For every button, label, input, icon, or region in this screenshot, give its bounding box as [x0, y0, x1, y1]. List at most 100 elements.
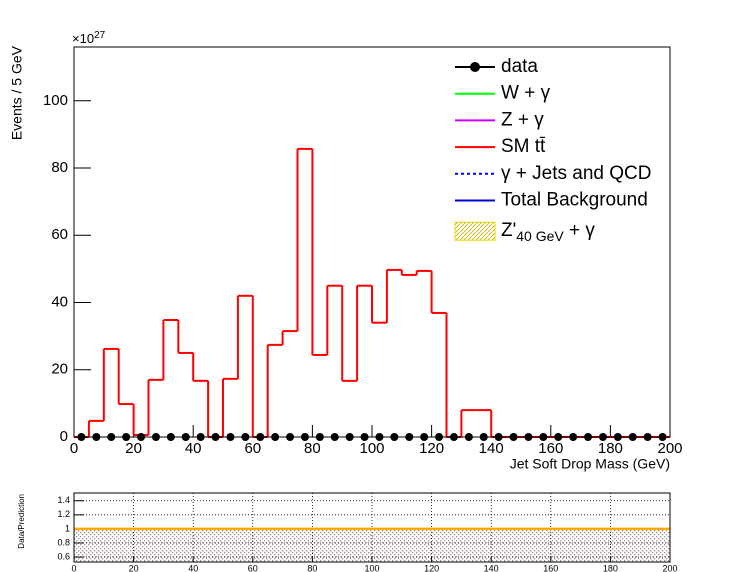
data-point	[166, 433, 175, 441]
legend-label: Z'40 GeV + γ	[501, 220, 595, 244]
data-point	[539, 433, 548, 441]
data-point	[360, 433, 369, 441]
x-tick-label: 160	[538, 440, 563, 457]
ratio-frame	[73, 492, 671, 563]
data-point	[226, 433, 235, 441]
legend-label-tail: + γ	[564, 220, 596, 241]
x-tick-label: 180	[598, 440, 623, 457]
x-tick-label: 0	[71, 563, 76, 572]
legend-label: γ + Jets and QCD	[501, 163, 651, 184]
data-point	[122, 433, 131, 441]
x-tick-label: 40	[185, 440, 202, 457]
x-tick-label: 160	[543, 563, 558, 572]
legend-label: Z + γ	[501, 109, 544, 130]
legend-label: SM tt̄	[501, 136, 546, 157]
data-point	[613, 433, 622, 441]
data-point	[494, 433, 503, 441]
data-point	[598, 433, 607, 441]
x-tick-label: 80	[307, 563, 317, 572]
data-point	[405, 433, 414, 441]
data-point	[300, 433, 309, 441]
x-tick-label: 120	[424, 563, 439, 572]
data-point	[330, 433, 339, 441]
data-point	[241, 433, 250, 441]
legend-swatch	[454, 221, 496, 241]
legend-entry: W + γ	[455, 83, 551, 104]
y-tick-label: 20	[51, 361, 68, 378]
data-point	[554, 433, 563, 441]
y-tick-label: 1.2	[57, 509, 70, 519]
x-tick-label: 60	[248, 563, 258, 572]
x-tick-label: 100	[359, 440, 384, 457]
data-point	[256, 433, 265, 441]
y-tick-label: 60	[51, 226, 68, 243]
legend-label: data	[501, 56, 538, 77]
data-point	[77, 433, 86, 441]
data-point	[479, 433, 488, 441]
x-tick-label: 200	[657, 440, 682, 457]
data-point	[286, 433, 295, 441]
x-tick-label: 20	[125, 440, 142, 457]
x-tick-label: 0	[70, 440, 78, 457]
data-point	[92, 433, 101, 441]
multiplier-exponent: 27	[94, 30, 106, 41]
y-tick-label: 1	[65, 523, 70, 533]
x-tick-label: 200	[662, 563, 677, 572]
data-point	[375, 433, 384, 441]
y-axis-label: Data/Prediction	[17, 494, 26, 549]
y-tick-label: 0.6	[57, 551, 70, 561]
y-axis-label: Events / 5 GeV	[9, 45, 25, 140]
data-point	[137, 433, 146, 441]
data-point	[435, 433, 444, 441]
legend-label-text: Z + γ	[501, 109, 544, 130]
data-point	[211, 433, 220, 441]
data-point	[449, 433, 458, 441]
y-tick-label: 1.4	[57, 495, 70, 505]
legend-entry: γ + Jets and QCD	[455, 163, 651, 184]
legend-label: W + γ	[501, 83, 551, 104]
data-point	[315, 433, 324, 441]
data-point	[181, 433, 190, 441]
x-tick-label: 180	[603, 563, 618, 572]
x-tick-label: 60	[244, 440, 261, 457]
y-tick-label: 0	[60, 428, 68, 445]
data-point	[509, 433, 518, 441]
data-point	[107, 433, 116, 441]
legend-label-text: Total Background	[501, 190, 648, 211]
data-point	[643, 433, 652, 441]
legend-label-text: γ + Jets and QCD	[501, 163, 651, 184]
legend-label-subscript: 40 GeV	[516, 228, 564, 244]
legend-entry: data	[455, 56, 538, 77]
legend-entry: Z + γ	[455, 109, 544, 130]
data-point	[628, 433, 637, 441]
legend-label-text: data	[501, 56, 538, 77]
y-tick-label: 100	[43, 92, 68, 109]
data-point	[271, 433, 280, 441]
x-tick-label: 140	[479, 440, 504, 457]
data-point	[420, 433, 429, 441]
legend-entry: Total Background	[455, 190, 648, 211]
legend-label: Total Background	[501, 190, 648, 211]
data-point	[524, 433, 533, 441]
x-tick-label: 140	[484, 563, 499, 572]
data-point	[584, 433, 593, 441]
x-tick-label: 120	[419, 440, 444, 457]
data-point	[151, 433, 160, 441]
x-tick-label: 20	[129, 563, 139, 572]
x-tick-label: 100	[364, 563, 379, 572]
x-tick-label: 80	[304, 440, 321, 457]
legend-label-text: W + γ	[501, 83, 551, 104]
x-axis-label: Jet Soft Drop Mass (GeV)	[510, 456, 670, 472]
data-point	[464, 433, 473, 441]
multiplier-base: ×10	[72, 31, 94, 46]
y-tick-label: 80	[51, 159, 68, 176]
data-point	[390, 433, 399, 441]
y-tick-label: 0.8	[57, 537, 70, 547]
legend-label-text: Z'	[501, 220, 516, 241]
legend-marker	[470, 62, 480, 72]
data-point	[345, 433, 354, 441]
data-point	[569, 433, 578, 441]
x-tick-label: 40	[188, 563, 198, 572]
